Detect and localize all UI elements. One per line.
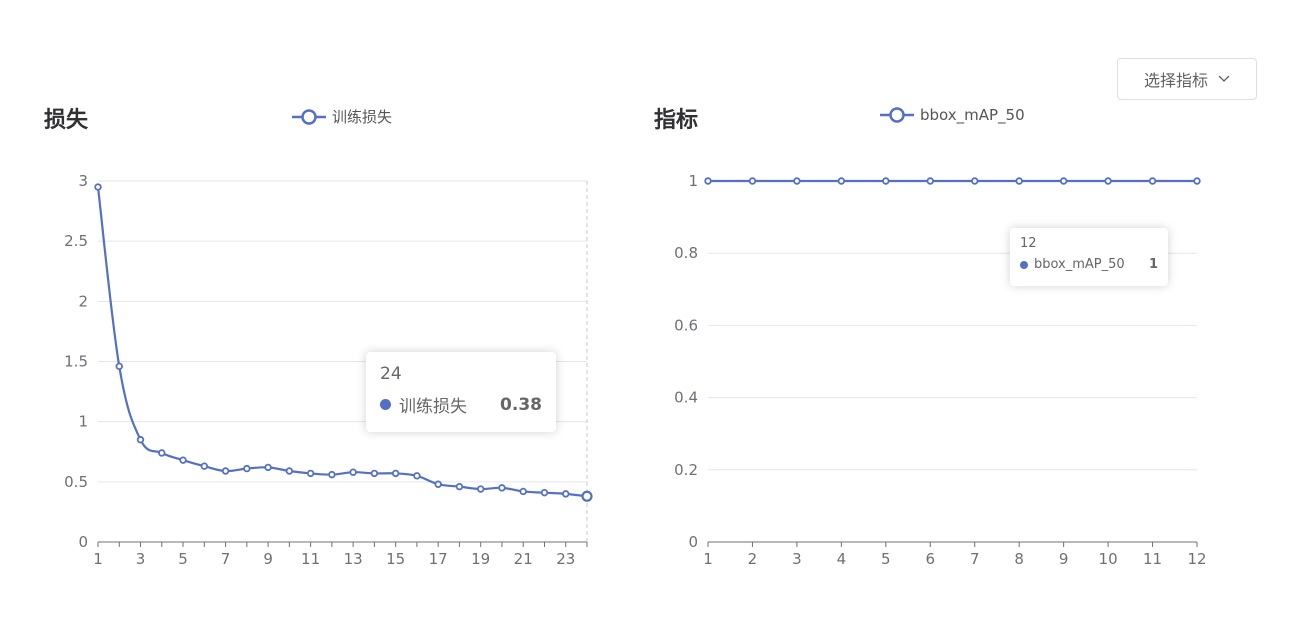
loss-panel-title: 损失: [44, 108, 89, 133]
data-point: [581, 490, 593, 502]
x-tick-label: 7: [221, 550, 231, 568]
data-point: [349, 468, 357, 476]
data-point: [136, 436, 145, 444]
x-tick-label: 1: [93, 550, 103, 568]
y-tick-label: 0: [688, 533, 698, 551]
data-point: [837, 177, 846, 185]
data-point: [1193, 177, 1201, 185]
x-tick-label: 17: [429, 550, 448, 568]
data-point: [94, 183, 102, 191]
data-point: [391, 469, 400, 478]
select-metric-label: 选择指标: [1143, 71, 1208, 90]
x-tick-label: 9: [263, 550, 273, 568]
data-point: [704, 177, 712, 185]
x-tick-label: 3: [136, 550, 146, 568]
data-point: [926, 177, 934, 185]
metric-legend[interactable]: bbox_mAP_50: [880, 106, 1025, 124]
data-point: [306, 469, 315, 478]
loss-tooltip-x: 24: [380, 364, 402, 384]
metric-tooltip-x: 12: [1020, 236, 1037, 251]
data-point: [179, 456, 187, 464]
data-point: [1104, 177, 1112, 185]
data-point: [882, 177, 890, 185]
y-tick-label: 1: [688, 172, 698, 190]
x-tick-label: 5: [881, 550, 891, 568]
data-point: [455, 482, 464, 491]
data-point: [1059, 177, 1068, 185]
legend-line-circle-icon: [292, 108, 326, 125]
data-point: [115, 362, 123, 371]
x-tick-label: 8: [1014, 550, 1024, 568]
x-tick-label: 11: [301, 550, 320, 568]
data-point: [413, 472, 421, 480]
y-tick-label: 3: [78, 172, 88, 190]
x-tick-label: 5: [178, 550, 188, 568]
data-point: [748, 177, 757, 185]
data-point: [328, 470, 336, 479]
x-tick-label: 12: [1187, 550, 1206, 568]
y-tick-label: 0.6: [674, 316, 698, 334]
chevron-down-icon: [1218, 75, 1230, 82]
metric-panel-title: 指标: [654, 108, 699, 133]
x-tick-label: 19: [471, 550, 490, 568]
y-tick-label: 2.5: [64, 232, 88, 250]
loss-legend-label: 训练损失: [332, 108, 393, 126]
data-point: [519, 487, 527, 496]
loss-tooltip-series: 训练损失: [399, 397, 467, 417]
data-point: [243, 464, 251, 473]
data-point: [498, 484, 506, 492]
metric-tooltip-value: 1: [1148, 257, 1158, 272]
y-tick-label: 0.5: [64, 473, 88, 491]
x-tick-label: 11: [1143, 550, 1162, 568]
data-point: [476, 485, 485, 493]
data-point: [1148, 177, 1157, 185]
x-tick-label: 6: [925, 550, 935, 568]
x-tick-label: 4: [837, 550, 847, 568]
metric-legend-label: bbox_mAP_50: [920, 106, 1025, 124]
x-tick-label: 7: [970, 550, 980, 568]
x-tick-label: 1: [703, 550, 713, 568]
data-point: [221, 467, 230, 475]
x-tick-label: 13: [344, 550, 363, 568]
x-tick-label: 23: [556, 550, 575, 568]
x-tick-label: 9: [1059, 550, 1069, 568]
data-point: [158, 449, 166, 457]
data-point: [562, 490, 570, 498]
data-point: [793, 177, 801, 185]
metric-tooltip: 12 bbox_mAP_50 1: [1010, 228, 1168, 286]
data-point: [971, 177, 979, 185]
y-tick-label: 2: [78, 292, 88, 310]
data-point: [434, 480, 442, 488]
loss-tooltip: 24 训练损失 0.38: [366, 352, 556, 432]
series-dot-icon: [1020, 260, 1028, 269]
data-point: [264, 463, 272, 472]
x-tick-label: 15: [386, 550, 405, 568]
data-point: [370, 469, 379, 478]
x-tick-label: 21: [514, 550, 533, 568]
series-line: [96, 186, 588, 498]
x-tick-label: 10: [1099, 550, 1118, 568]
y-tick-label: 0.4: [674, 389, 698, 407]
data-point: [540, 488, 549, 497]
select-metric-dropdown[interactable]: 选择指标: [1117, 58, 1257, 100]
metric-tooltip-series: bbox_mAP_50: [1034, 257, 1125, 272]
data-point: [1015, 177, 1023, 185]
y-tick-label: 1: [78, 413, 88, 431]
y-tick-label: 0.8: [674, 244, 698, 262]
x-tick-label: 2: [748, 550, 758, 568]
loss-legend[interactable]: 训练损失: [292, 106, 392, 127]
legend-line-circle-icon: [880, 107, 914, 123]
data-point: [285, 467, 294, 475]
x-tick-label: 3: [792, 550, 802, 568]
series-dot-icon: [380, 399, 391, 410]
data-point: [200, 462, 209, 470]
y-tick-label: 0: [78, 533, 88, 551]
loss-tooltip-value: 0.38: [500, 394, 542, 415]
y-tick-label: 1.5: [64, 353, 88, 371]
y-tick-label: 0.2: [674, 461, 698, 479]
